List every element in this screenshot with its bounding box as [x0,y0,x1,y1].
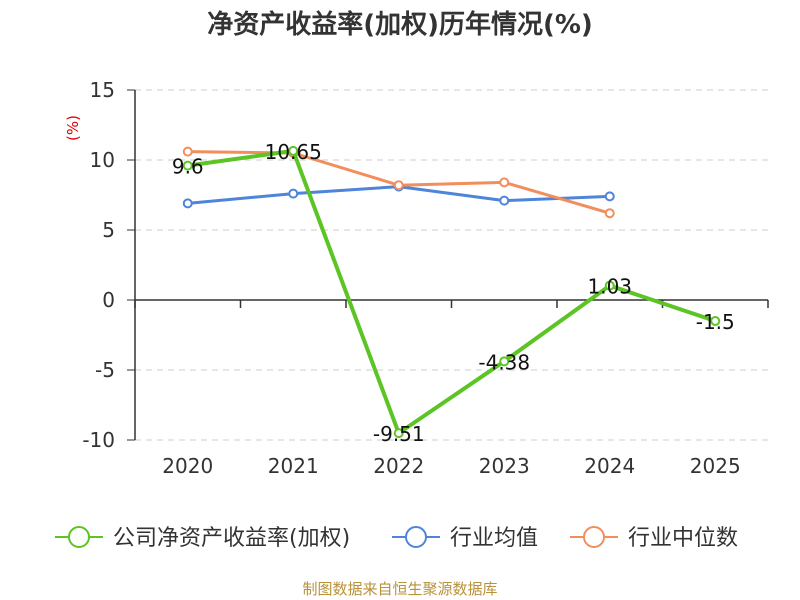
y-tick-label: 10 [90,148,115,172]
data-point [499,195,510,206]
chart-title: 净资产收益率(加权)历年情况(%) [207,10,593,40]
legend-label: 公司净资产收益率(加权) [113,526,350,551]
data-label: 10.65 [265,140,322,164]
data-point [604,191,615,202]
data-point [604,208,615,219]
data-point [393,428,404,439]
y-axis-unit-label: (%) [64,115,82,141]
legend-marker [583,526,605,548]
x-tick-label: 2025 [690,454,741,478]
series-line [187,148,716,436]
legend-label: 行业中位数 [628,526,738,551]
y-tick-label: -5 [95,358,115,382]
legend-label: 行业均值 [450,526,538,551]
y-tick-label: -10 [82,428,115,452]
x-tick-label: 2023 [479,454,530,478]
data-label: -1.5 [696,310,735,334]
data-point [288,188,299,199]
data-point [499,356,510,367]
data-point [393,180,404,191]
x-tick-label: 2022 [373,454,424,478]
data-point [288,145,299,156]
data-point [604,280,615,291]
series-layer [182,145,721,439]
legend-item: 行业均值 [392,526,538,551]
data-label: 9.6 [172,155,204,179]
y-tick-label: 0 [102,288,115,312]
data-label: 1.03 [587,275,632,299]
y-tick-label: 5 [102,218,115,242]
data-label: -4.38 [478,350,530,374]
data-point [499,177,510,188]
legend-item: 行业中位数 [570,526,738,551]
y-tick-label: 15 [90,78,115,102]
data-point [182,146,193,157]
legend-marker [68,526,90,548]
legend-marker [405,526,427,548]
axis-layer: 15 10 5 0 -5 -10 2020 2021 2022 2023 2024 2025 [82,78,769,478]
legend-item: 公司净资产收益率(加权) [55,526,350,551]
data-label-layer: 9.6 10.65 -9.51 -4.38 1.03 -1.5 [172,140,735,446]
legend: 公司净资产收益率(加权) 行业均值 行业中位数 [55,526,738,551]
source-note: 制图数据来自恒生聚源数据库 [302,580,498,598]
data-point [182,198,193,209]
data-point [182,160,193,171]
x-tick-label: 2021 [268,454,319,478]
grid-layer [135,89,768,441]
x-tick-label: 2020 [162,454,213,478]
data-point [710,316,721,326]
data-label: -9.51 [373,422,425,446]
x-tick-label: 2024 [584,454,635,478]
